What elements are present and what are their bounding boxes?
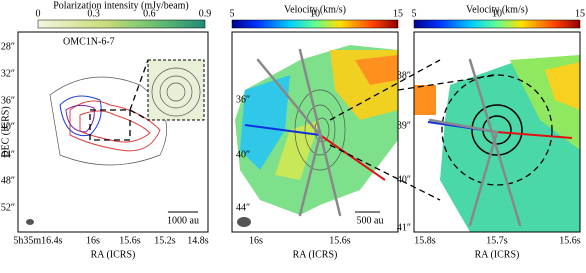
colorbar xyxy=(37,19,206,29)
x-tick-label: 15.6s xyxy=(559,235,581,246)
connector xyxy=(329,59,441,121)
x-tick-label: 16s xyxy=(86,235,100,246)
y-title: DEC (ICRS) xyxy=(0,106,11,157)
colorbar xyxy=(413,19,581,29)
colorbar-tick-label: 5 xyxy=(412,8,417,19)
x-tick-label: 15.6s xyxy=(329,235,351,246)
source-label: OMC1N-6-7 xyxy=(63,36,115,47)
y-tick-label: 36″ xyxy=(1,95,15,106)
colorbar-tick-label: 0.6 xyxy=(143,8,156,19)
scale-bar-label: 1000 au xyxy=(167,215,199,226)
colorbar-tick-label: 0.9 xyxy=(199,8,212,19)
colorbar-tick-label: 15 xyxy=(393,8,403,19)
colorbar-tick-label: 0 xyxy=(36,8,41,19)
y-tick-label: 44″ xyxy=(236,202,250,213)
y-tick-label: 38″ xyxy=(397,70,411,81)
y-tick-label: -5°20′52″ xyxy=(0,202,15,213)
y-tick-label: 41″ xyxy=(397,222,411,233)
colorbar-tick-label: 0.3 xyxy=(87,8,100,19)
y-tick-label: 32″ xyxy=(1,68,15,79)
colorbar-title: Velocity (km/s) xyxy=(466,4,528,15)
colorbar-tick-label: 15 xyxy=(575,8,585,19)
y-tick-label: 36″ xyxy=(236,94,250,105)
scale-bar-label: 500 au xyxy=(357,215,384,226)
colorbar xyxy=(231,19,399,29)
colorbar-tick-label: 5 xyxy=(230,8,235,19)
panel-2 xyxy=(231,31,399,233)
y-tick-label: 40″ xyxy=(397,174,411,185)
x-tick-label: 15.2s xyxy=(154,235,176,246)
colorbar-title: Polarization intensity (mJy/beam) xyxy=(53,0,189,11)
x-title: RA (ICRS) xyxy=(293,249,338,260)
y-tick-label: 40″ xyxy=(1,121,15,132)
y-tick-label: 40″ xyxy=(236,149,250,160)
x-tick-label: 5h35m16.4s xyxy=(13,235,62,246)
connector xyxy=(397,74,498,91)
connector xyxy=(329,144,441,201)
panel-1 xyxy=(17,31,209,233)
colorbar-tick-label: 10 xyxy=(310,8,320,19)
y-tick-label: 44″ xyxy=(1,149,15,160)
x-tick-label: 16s xyxy=(249,235,263,246)
y-tick-label: 48″ xyxy=(1,175,15,186)
colorbar-tick-label: 10 xyxy=(492,8,502,19)
y-tick-label: 39″ xyxy=(397,120,411,131)
x-title: RA (ICRS) xyxy=(475,249,520,260)
y-tick-label: 28″ xyxy=(1,41,15,52)
x-tick-label: 14.8s xyxy=(187,235,209,246)
colorbar-title: Velocity (km/s) xyxy=(284,4,346,15)
x-title: RA (ICRS) xyxy=(91,249,136,260)
x-tick-label: 15.6s xyxy=(119,235,141,246)
x-tick-label: 15.8s xyxy=(414,235,436,246)
panel-3 xyxy=(413,31,581,233)
x-tick-label: 15.7s xyxy=(486,235,508,246)
